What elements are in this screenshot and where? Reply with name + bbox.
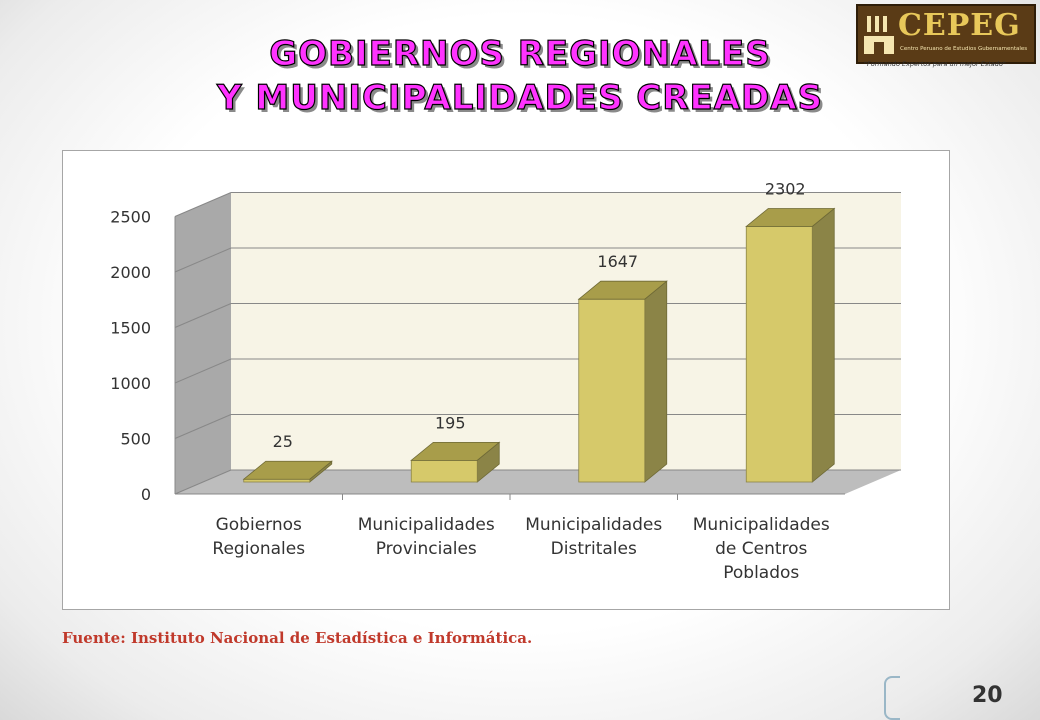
- gridline-side: [174, 469, 232, 495]
- bar: [243, 478, 311, 483]
- gridline-side: [174, 247, 232, 273]
- x-tick-label: Municipalidades: [693, 515, 830, 535]
- data-label: 195: [435, 413, 466, 432]
- logo-name: CEPEG: [898, 8, 1021, 43]
- y-tick-label: 1500: [110, 319, 151, 338]
- chart-floor: [175, 470, 901, 494]
- chart-frame: 0 500 1000 1500 2000 2500 25 Gobiernos Regionale…: [62, 150, 950, 610]
- x-tick-label: Distritales: [551, 539, 637, 559]
- x-tick-label: Regionales: [212, 539, 305, 559]
- logo-badge: CEPEG Centro Peruano de Estudios Guberna…: [856, 4, 1036, 64]
- y-tick-label: 0: [141, 485, 151, 504]
- page-bracket: [884, 676, 900, 720]
- x-tick-label: de Centros: [715, 539, 807, 559]
- bar: [745, 226, 813, 483]
- data-label: 25: [273, 432, 293, 451]
- x-tick-label: Poblados: [723, 563, 799, 583]
- gridline-side: [174, 358, 232, 384]
- bar-top: [242, 460, 333, 480]
- x-tick-label: Provinciales: [376, 539, 477, 559]
- title-line-2: Y MUNICIPALIDADES CREADAS: [216, 77, 824, 118]
- x-tick-label: Gobiernos: [216, 515, 302, 535]
- page-number: 20: [972, 683, 1003, 708]
- data-label: 2302: [765, 179, 806, 198]
- bar-top: [410, 441, 501, 461]
- gridline-side: [174, 414, 232, 439]
- bar: [410, 459, 478, 483]
- gridline-side: [174, 303, 232, 328]
- slide-title: GOBIERNOS REGIONALES Y MUNICIPALIDADES C…: [120, 32, 920, 120]
- bar: [578, 298, 646, 483]
- y-tick-label: 2500: [110, 208, 151, 227]
- title-line-1: GOBIERNOS REGIONALES: [269, 33, 771, 74]
- source-note: Fuente: Instituto Nacional de Estadístic…: [62, 629, 533, 647]
- bar-chart: 0 500 1000 1500 2000 2500 25 Gobiernos Regionale…: [110, 179, 901, 583]
- x-tick-label: Municipalidades: [525, 515, 662, 535]
- y-tick-label: 1000: [110, 374, 151, 393]
- bar-side: [644, 280, 668, 483]
- data-label: 1647: [597, 252, 638, 271]
- bar-top: [745, 208, 836, 227]
- bar-top: [577, 280, 668, 300]
- chart-side-wall: [175, 192, 231, 494]
- building-icon: [864, 16, 894, 54]
- logo-subtitle: Centro Peruano de Estudios Gubernamental…: [900, 46, 1028, 52]
- logo-motto: "Formando Expertos para un mejor Estado": [864, 60, 1006, 68]
- bar-side: [811, 207, 835, 483]
- y-tick-label: 2000: [110, 263, 151, 282]
- x-tick-label: Municipalidades: [358, 515, 495, 535]
- y-tick-label: 500: [120, 430, 151, 449]
- gridline-side: [174, 192, 232, 217]
- cepeg-logo: CEPEG Centro Peruano de Estudios Guberna…: [856, 4, 1036, 68]
